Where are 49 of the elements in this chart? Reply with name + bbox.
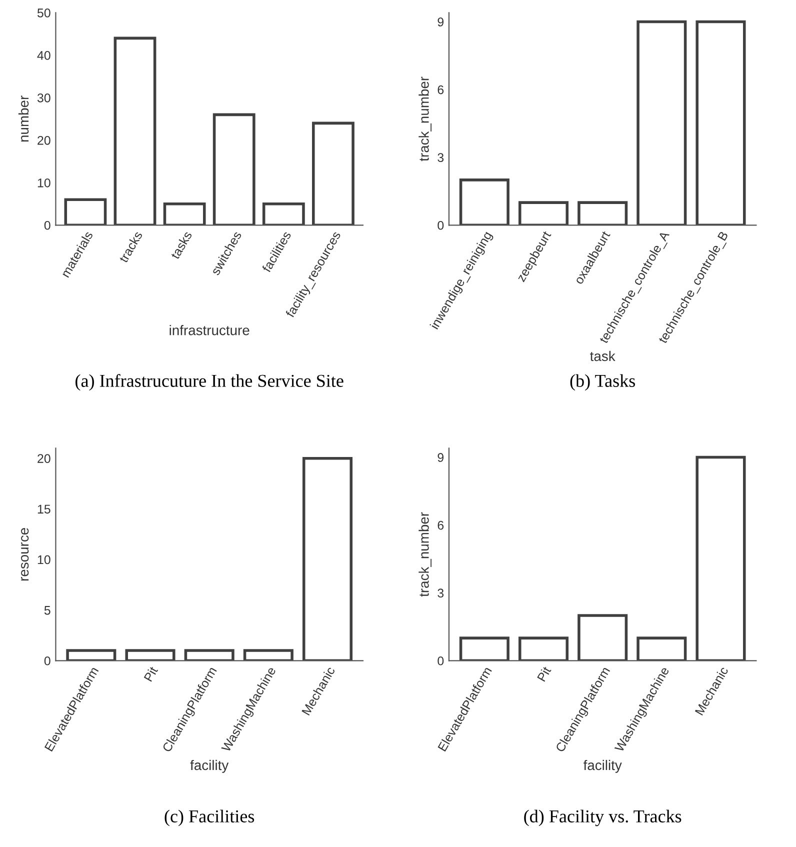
x-axis-title: task: [590, 350, 616, 362]
y-tick-label: 0: [44, 656, 50, 666]
bar: [696, 456, 746, 661]
bar: [64, 198, 107, 226]
bar: [578, 201, 628, 226]
y-tick-label: 20: [38, 136, 50, 145]
text: (c) Facilities: [164, 810, 254, 826]
bar: [459, 178, 510, 226]
y-tick-label: 9: [438, 453, 444, 462]
bar: [262, 202, 305, 226]
bar: [636, 20, 687, 226]
y-tick-label: 6: [438, 85, 444, 94]
y-tick-label: 20: [38, 454, 50, 463]
y-tick-label: 0: [438, 656, 444, 666]
x-axis-title: facility: [583, 760, 622, 773]
y-tick-label: 0: [44, 220, 50, 230]
y-axis-title: track_number: [418, 76, 432, 162]
bar: [578, 614, 628, 661]
y-tick-label: 3: [438, 588, 444, 598]
y-tick-label: 9: [438, 18, 444, 26]
bar: [696, 20, 746, 226]
bar: [518, 636, 569, 661]
x-tick-label: Pit: [143, 666, 158, 682]
y-tick-label: 15: [38, 504, 50, 514]
x-axis-title: infrastructure: [170, 325, 250, 336]
y-tick-label: 30: [37, 93, 50, 102]
y-tick-label: 40: [37, 50, 50, 60]
y-tick-label: 0: [438, 220, 444, 230]
y-axis-title: resource: [21, 528, 29, 581]
bar: [312, 122, 354, 226]
bar: [636, 636, 687, 661]
y-tick-label: 50: [37, 8, 50, 18]
bar: [518, 201, 569, 226]
y-tick-label: 10: [38, 178, 50, 188]
y-axis-title: number: [18, 96, 29, 142]
y-tick-label: 10: [38, 555, 50, 564]
text: (a) Infrastrucuture In the Service Site: [76, 374, 344, 391]
bar: [212, 113, 256, 226]
y-tick-label: 5: [44, 606, 50, 615]
text: (d) Facility vs. Tracks: [524, 810, 682, 826]
x-axis-title: facility: [190, 760, 229, 773]
x-tick-label: Pit: [536, 666, 552, 682]
bar: [163, 202, 206, 226]
bar: [459, 636, 510, 661]
y-axis-title: track_number: [418, 512, 432, 597]
bar: [114, 36, 156, 226]
y-tick-label: 3: [438, 153, 444, 162]
y-tick-label: 6: [438, 520, 444, 530]
text: (b) Tasks: [570, 374, 635, 391]
